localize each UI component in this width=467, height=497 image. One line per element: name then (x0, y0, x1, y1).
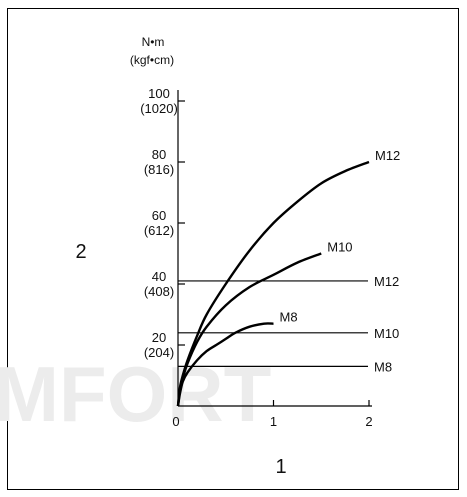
watermark: MFORT (0, 350, 271, 438)
curve-label: M8 (280, 310, 298, 325)
y-tick-label: 60 (152, 208, 166, 223)
curve-m8 (176, 322, 274, 407)
y-tick-label: 20 (152, 330, 166, 345)
y-axis-title: 2 (75, 241, 86, 263)
reference-line-label: M8 (374, 359, 392, 374)
chart-frame (7, 8, 459, 490)
y-unit-label: N•m (142, 35, 165, 49)
x-axis-title: 1 (275, 456, 286, 478)
x-tick-label: 2 (365, 414, 372, 429)
x-tick-label: 1 (270, 414, 277, 429)
curve-label: M10 (327, 240, 352, 255)
y-tick-label: 40 (152, 269, 166, 284)
curve-label: M12 (375, 148, 400, 163)
reference-line-label: M10 (374, 326, 399, 341)
y-tick-alt-label: (1020) (140, 101, 178, 116)
y-tick-label: 100 (148, 86, 170, 101)
y-tick-alt-label: (204) (144, 345, 174, 360)
y-tick-label: 80 (152, 147, 166, 162)
y-tick-alt-label: (612) (144, 223, 174, 238)
x-tick-label: 0 (172, 414, 179, 429)
y-unit-alt-label: (kgf•cm) (130, 53, 174, 67)
reference-line-label: M12 (374, 274, 399, 289)
y-tick-alt-label: (408) (144, 284, 174, 299)
y-tick-alt-label: (816) (144, 162, 174, 177)
